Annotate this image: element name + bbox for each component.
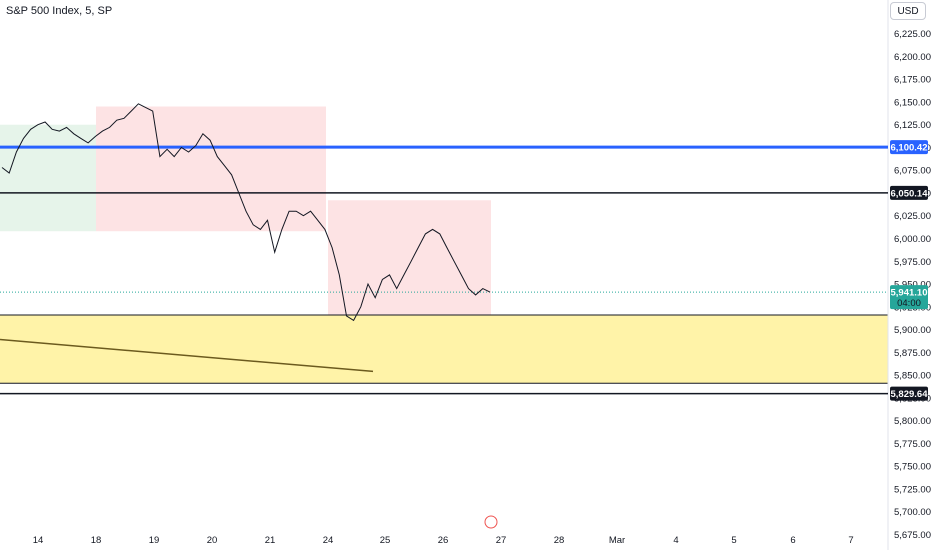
price-tag-label-0: 6,100.42 [891, 143, 928, 154]
countdown-label: 04:00 [897, 298, 921, 309]
price-tag-bg-2 [890, 386, 928, 401]
yellow-zone [0, 314, 888, 384]
x-tick-label: 26 [438, 535, 449, 546]
x-tick-label: Mar [609, 535, 625, 546]
levels [0, 145, 888, 395]
y-tick-label: 6,225.00 [894, 29, 931, 40]
y-tick-label: 5,875.00 [894, 348, 931, 359]
y-tick-label: 6,175.00 [894, 75, 931, 86]
zones [0, 106, 888, 384]
price-tag-label-1: 6,050.14 [891, 188, 929, 199]
x-tick-label: 21 [265, 535, 276, 546]
x-tick-label: 20 [207, 535, 218, 546]
y-tick-label: 5,975.00 [894, 257, 931, 268]
y-axis: 6,225.00 6,200.00 6,175.00 6,150.00 6,125.00… [894, 29, 931, 541]
y-tick-label: 5,700.00 [894, 507, 931, 518]
price-tag-bg-0 [890, 140, 928, 155]
y-tick-label: 6,000.00 [894, 234, 931, 245]
y-tick-label: 5,775.00 [894, 439, 931, 450]
x-tick-label: 18 [91, 535, 102, 546]
price-line [1, 103, 491, 322]
price-tag-label-2: 5,829.64 [891, 389, 929, 400]
price-tag-bg-1 [890, 185, 928, 200]
y-tick-label: 5,900.00 [894, 325, 931, 336]
y-tick-label: 5,800.00 [894, 416, 931, 427]
y-tick-label: 6,200.00 [894, 52, 931, 63]
x-tick-label: 7 [848, 535, 853, 546]
x-tick-label: 19 [149, 535, 160, 546]
x-tick-label: 6 [790, 535, 795, 546]
x-tick-label: 27 [496, 535, 507, 546]
last-price-label: 5,941.10 [891, 288, 928, 299]
y-tick-label: 6,125.00 [894, 120, 931, 131]
y-tick-label: 5,750.00 [894, 462, 931, 473]
y-tick-label: 5,850.00 [894, 371, 931, 382]
red-zone-2 [328, 200, 491, 323]
x-tick-label: 24 [323, 535, 334, 546]
x-axis: 14 18 19 20 21 24 25 26 27 28 Mar 4 5 6 7 [33, 535, 854, 546]
currency-selector[interactable]: USD [890, 2, 926, 20]
last-price-tag-bg [890, 285, 928, 310]
x-tick-label: 14 [33, 535, 44, 546]
y-tick-label: 5,950.00 [894, 280, 931, 291]
price-series [1, 103, 491, 322]
chart-title: S&P 500 Index, 5, SP [6, 5, 113, 17]
red-zone-1 [96, 106, 326, 232]
y-tick-label: 6,150.00 [894, 97, 931, 108]
trendline [0, 338, 374, 373]
x-tick-label: 28 [554, 535, 565, 546]
y-tick-label: 6,075.00 [894, 166, 931, 177]
y-tick-label: 5,725.00 [894, 484, 931, 495]
x-tick-label: 5 [731, 535, 736, 546]
x-tick-label: 4 [673, 535, 678, 546]
y-tick-label: 6,025.00 [894, 211, 931, 222]
x-tick-label: 25 [380, 535, 391, 546]
y-tick-label: 5,675.00 [894, 530, 931, 541]
green-zone [0, 124, 96, 232]
flash-icon[interactable] [484, 515, 498, 529]
